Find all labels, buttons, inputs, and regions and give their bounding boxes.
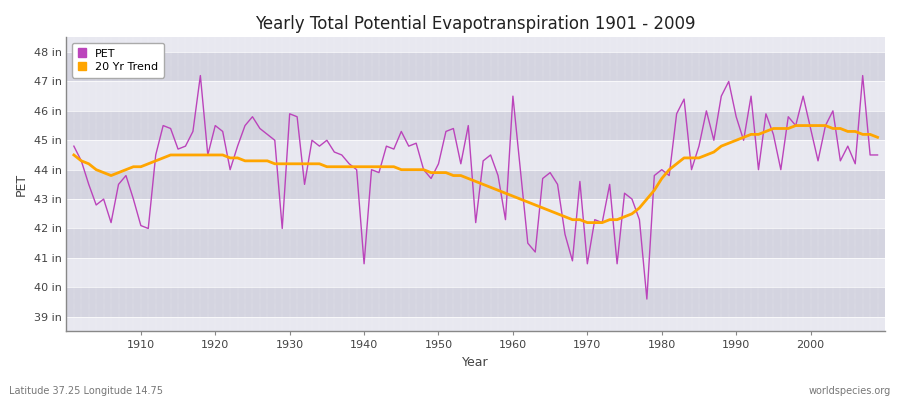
- Text: Latitude 37.25 Longitude 14.75: Latitude 37.25 Longitude 14.75: [9, 386, 163, 396]
- Bar: [67, 287, 885, 317]
- Text: worldspecies.org: worldspecies.org: [809, 386, 891, 396]
- PET: [642, 297, 652, 302]
- PET: [195, 73, 206, 78]
- Bar: [67, 199, 885, 228]
- PET: [508, 94, 518, 98]
- PET: [872, 152, 883, 157]
- Y-axis label: PET: PET: [15, 173, 28, 196]
- 20 Yr Trend: [292, 161, 302, 166]
- X-axis label: Year: Year: [463, 356, 489, 369]
- PET: [515, 167, 526, 172]
- 20 Yr Trend: [604, 217, 615, 222]
- 20 Yr Trend: [582, 220, 593, 225]
- Bar: [67, 258, 885, 287]
- 20 Yr Trend: [872, 135, 883, 140]
- 20 Yr Trend: [500, 191, 511, 196]
- Bar: [67, 52, 885, 82]
- Bar: [67, 111, 885, 140]
- Legend: PET, 20 Yr Trend: PET, 20 Yr Trend: [72, 43, 164, 78]
- 20 Yr Trend: [790, 123, 801, 128]
- Line: 20 Yr Trend: 20 Yr Trend: [74, 126, 878, 223]
- Bar: [67, 140, 885, 170]
- Title: Yearly Total Potential Evapotranspiration 1901 - 2009: Yearly Total Potential Evapotranspiratio…: [256, 15, 696, 33]
- PET: [128, 197, 139, 202]
- 20 Yr Trend: [128, 164, 139, 169]
- PET: [344, 161, 355, 166]
- 20 Yr Trend: [508, 194, 518, 198]
- PET: [68, 144, 79, 148]
- 20 Yr Trend: [337, 164, 347, 169]
- 20 Yr Trend: [68, 152, 79, 157]
- Bar: [67, 170, 885, 199]
- PET: [604, 182, 615, 187]
- Bar: [67, 82, 885, 111]
- Line: PET: PET: [74, 76, 878, 299]
- Bar: [67, 228, 885, 258]
- PET: [299, 182, 310, 187]
